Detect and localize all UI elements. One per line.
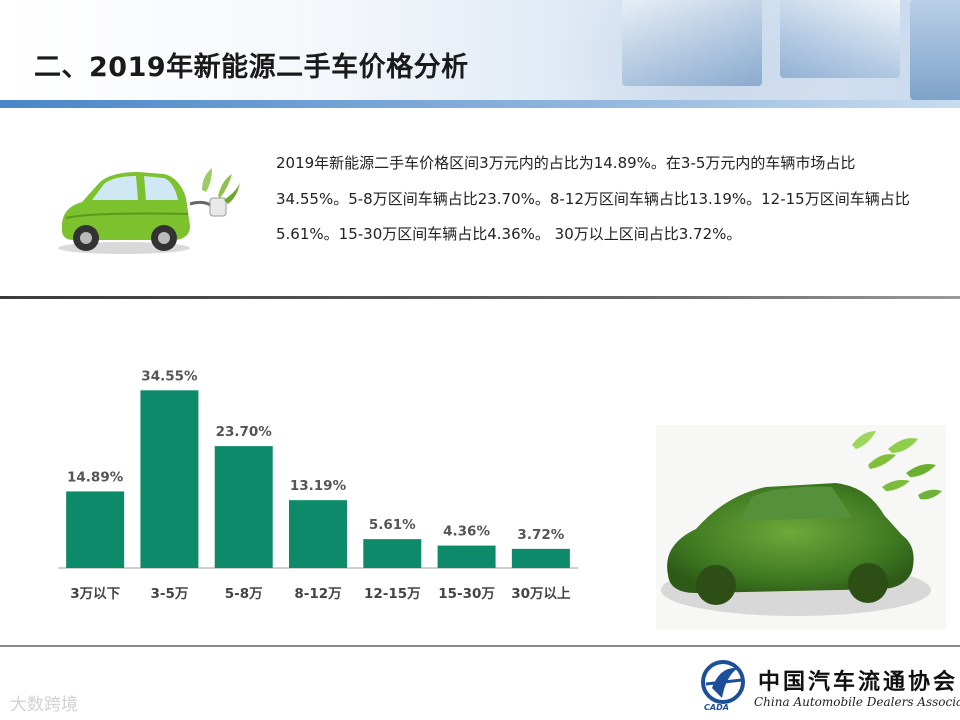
association-name-cn: 中国汽车流通协会: [758, 669, 959, 695]
category-label-2: 5-8万: [225, 586, 263, 602]
association-name-en: China Automobile Dealers Association: [754, 695, 960, 709]
category-label-1: 3-5万: [150, 586, 188, 602]
section-divider: [0, 296, 960, 299]
bar-5: [437, 545, 496, 568]
bar-4: [363, 539, 422, 568]
category-label-4: 12-15万: [364, 586, 421, 602]
bar-2: [214, 446, 273, 568]
bar-3: [289, 500, 347, 568]
electric-car-image: [58, 168, 240, 254]
data-label-0: 14.89%: [67, 469, 124, 485]
category-label-0: 3万以下: [70, 586, 120, 602]
grass-car-image: [656, 425, 946, 630]
bar-0: [66, 491, 125, 568]
data-label-2: 23.70%: [216, 424, 273, 440]
cube-decoration-1: [622, 0, 762, 86]
data-label-6: 3.72%: [517, 527, 564, 543]
watermark-text: 大数跨境: [10, 695, 78, 715]
header-accent-bar: [0, 100, 960, 108]
category-label-6: 30万以上: [511, 586, 571, 602]
data-label-1: 34.55%: [141, 368, 198, 384]
category-label-5: 15-30万: [438, 586, 495, 602]
logo-abbreviation: CADA: [704, 703, 729, 712]
footer-divider: [0, 645, 960, 647]
cube-decoration-2: [780, 0, 900, 78]
bar-1: [140, 390, 199, 568]
category-label-3: 8-12万: [294, 586, 341, 602]
data-label-4: 5.61%: [369, 517, 416, 533]
bar-6: [511, 548, 570, 568]
data-label-5: 4.36%: [443, 524, 490, 540]
header-banner: 二、2019年新能源二手车价格分析: [0, 0, 960, 108]
page-title: 二、2019年新能源二手车价格分析: [34, 52, 469, 83]
cada-logo-icon: [701, 660, 745, 704]
price-range-bar-chart: 14.89% 3万以下 34.55% 3-5万 23.70% 5-8万 13.19% 8-12…: [58, 368, 578, 602]
data-label-3: 13.19%: [290, 478, 347, 494]
cube-decoration-3: [910, 0, 960, 100]
analysis-text: 2019年新能源二手车价格区间3万元内的占比为14.89%。在3-5万元内的车辆…: [276, 154, 910, 243]
